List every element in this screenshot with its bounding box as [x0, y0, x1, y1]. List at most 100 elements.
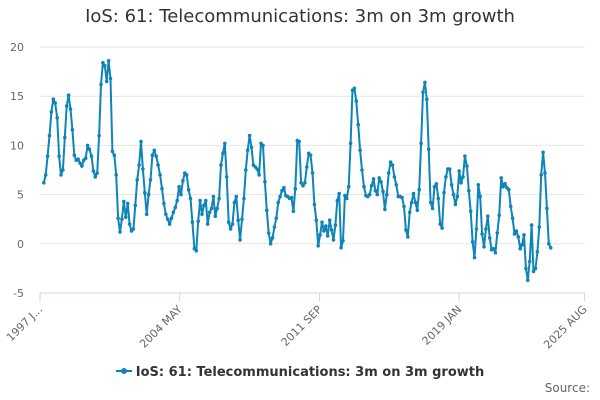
data-point [461, 175, 465, 179]
data-point [255, 167, 259, 171]
data-point [244, 168, 248, 172]
data-point [61, 168, 65, 172]
y-tick-label: 5 [17, 189, 24, 202]
data-point [341, 239, 345, 243]
data-point [297, 139, 302, 144]
data-point [472, 255, 477, 260]
data-point [518, 246, 522, 251]
data-point [137, 163, 141, 167]
data-point [310, 171, 315, 175]
data-point [181, 179, 185, 183]
data-point [316, 244, 321, 248]
data-point [190, 220, 195, 224]
data-point [537, 225, 542, 229]
data-point [409, 200, 414, 205]
data-point [331, 238, 336, 242]
data-point [135, 178, 139, 182]
data-point [451, 192, 456, 197]
data-point [482, 245, 486, 249]
data-point [480, 232, 484, 236]
data-point [114, 173, 118, 177]
data-point [205, 222, 210, 226]
data-point [327, 218, 332, 222]
data-point [194, 248, 199, 253]
data-point [224, 175, 229, 179]
data-point [354, 99, 359, 103]
data-point [106, 59, 111, 63]
data-point [76, 157, 80, 161]
data-point [388, 160, 393, 164]
x-tick-label: 2025 AUG [541, 303, 590, 352]
data-point [467, 188, 471, 193]
data-point [440, 226, 444, 230]
data-point [124, 215, 128, 219]
x-tick-label: 1997 J... [4, 303, 45, 344]
data-point [47, 133, 52, 138]
data-point [417, 187, 422, 192]
data-point [535, 249, 540, 254]
data-point [402, 204, 406, 209]
data-point [72, 153, 77, 157]
data-point [514, 229, 519, 233]
data-point [539, 173, 543, 177]
data-point [232, 200, 237, 205]
data-point [386, 171, 391, 175]
data-point [89, 154, 94, 158]
data-point [146, 192, 151, 197]
data-point [42, 181, 46, 185]
data-point [278, 194, 282, 199]
data-point [442, 190, 446, 195]
data-point [175, 198, 179, 203]
data-point [381, 189, 385, 194]
data-point [226, 220, 231, 224]
data-point [362, 184, 366, 189]
series-line [42, 59, 552, 282]
data-point [207, 210, 212, 215]
data-point [68, 107, 73, 111]
data-point [247, 133, 252, 138]
data-point [263, 180, 267, 184]
data-point [188, 196, 193, 201]
data-point [486, 214, 490, 218]
data-point [322, 229, 326, 233]
data-point [51, 97, 56, 101]
data-point [165, 217, 170, 221]
data-point [57, 154, 61, 158]
data-point [459, 181, 463, 185]
data-point [83, 156, 88, 160]
data-point [276, 200, 281, 205]
data-point [152, 148, 157, 153]
data-point [463, 154, 467, 158]
legend[interactable]: IoS: 61: Telecommunications: 3m on 3m gr… [0, 365, 600, 380]
data-point [367, 192, 372, 197]
x-tick-label: 2011 SEP [279, 303, 325, 349]
data-point [97, 133, 101, 138]
data-point [95, 171, 99, 175]
data-point [324, 224, 328, 228]
data-point [118, 230, 122, 234]
data-point [49, 110, 54, 114]
data-point [167, 222, 172, 226]
x-tick-label: 2019 JAN [420, 303, 465, 348]
data-point [112, 153, 117, 157]
data-point [282, 185, 286, 190]
y-tick-label: 15 [10, 90, 24, 103]
data-point [548, 245, 553, 250]
data-point [407, 210, 412, 215]
data-point [325, 234, 330, 238]
data-point [308, 153, 313, 157]
data-point [478, 194, 483, 199]
data-point [63, 135, 67, 140]
data-point [495, 231, 500, 235]
data-point [438, 222, 443, 226]
series[interactable] [42, 59, 553, 283]
data-point [312, 202, 317, 207]
data-point [303, 181, 307, 185]
data-point [508, 204, 513, 209]
data-point [280, 188, 284, 193]
data-point [318, 233, 322, 237]
data-point [144, 212, 149, 217]
data-point [421, 90, 425, 95]
y-tick-label: -5 [13, 287, 24, 300]
